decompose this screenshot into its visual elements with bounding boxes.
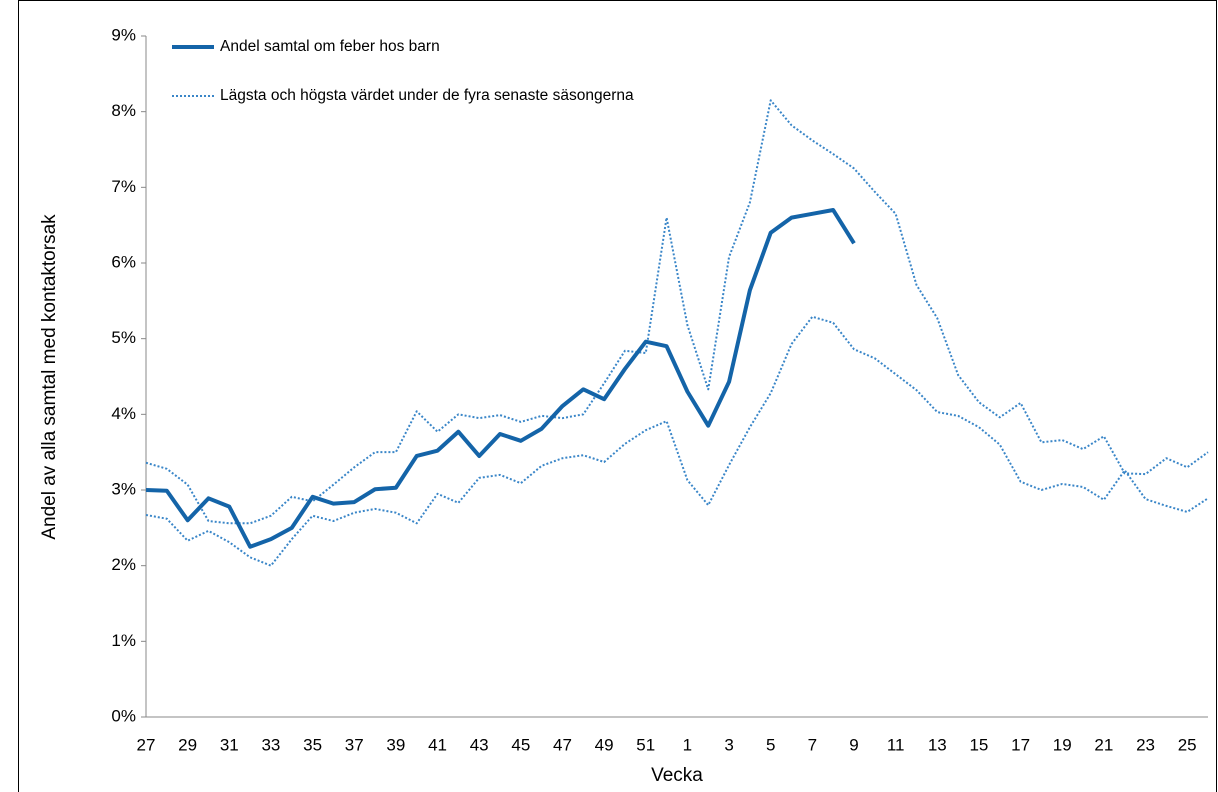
x-tick-label: 3 [724,735,733,754]
x-tick-label: 21 [1094,735,1113,754]
y-tick-label: 4% [111,404,136,423]
x-tick-label: 45 [511,735,530,754]
x-tick-label: 11 [887,735,905,754]
x-tick-label: 25 [1178,735,1197,754]
x-tick-label: 15 [969,735,988,754]
x-tick-label: 49 [595,735,614,754]
x-tick-label: 23 [1136,735,1155,754]
legend-label: Andel samtal om feber hos barn [220,38,440,55]
band-lower-line [145,315,1209,567]
y-tick-label: 3% [111,479,136,498]
x-tick-label: 43 [470,735,489,754]
x-tick-label: 13 [928,735,947,754]
x-tick-label: 51 [636,735,655,754]
x-tick-label: 1 [683,735,692,754]
x-tick-label: 37 [345,735,364,754]
x-tick-label: 19 [1053,735,1072,754]
x-tick-label: 41 [428,735,447,754]
x-tick-label: 33 [261,735,280,754]
y-tick-label: 0% [111,706,136,725]
x-tick-label: 17 [1011,735,1030,754]
y-tick-label: 1% [111,631,136,650]
x-tick-label: 29 [178,735,197,754]
x-tick-label: 5 [766,735,775,754]
x-tick-label: 27 [137,735,156,754]
legend-label: Lägsta och högsta värdet under de fyra s… [220,87,634,104]
frame [18,0,1217,792]
band-upper-line [145,99,1209,525]
x-tick-label: 9 [849,735,858,754]
y-tick-label: 6% [111,252,136,271]
x-tick-label: 35 [303,735,322,754]
y-tick-label: 9% [111,25,136,44]
x-tick-label: 39 [386,735,405,754]
y-tick-label: 5% [111,328,136,347]
x-tick-label: 7 [808,735,817,754]
x-tick-label: 47 [553,735,572,754]
y-tick-label: 2% [111,555,136,574]
y-tick-label: 7% [111,177,136,196]
x-axis-label: Vecka [651,765,703,786]
y-axis-label: Andel av alla samtal med kontaktorsak [39,214,60,540]
series-line [145,208,856,549]
y-tick-label: 8% [111,101,136,120]
x-tick-label: 31 [220,735,239,754]
